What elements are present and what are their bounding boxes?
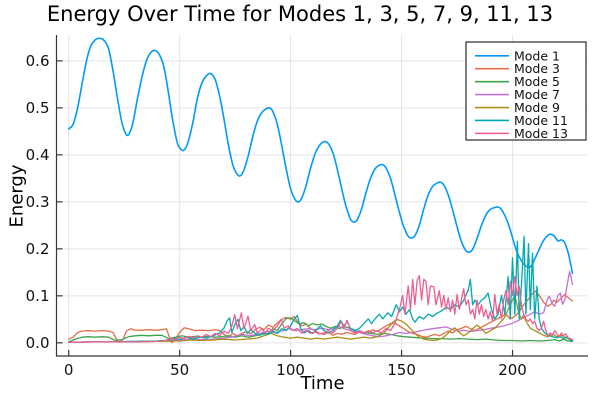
y-tick-label: 0.1 xyxy=(26,287,50,305)
series-mode-11 xyxy=(68,235,574,344)
x-tick-label: 50 xyxy=(170,361,189,379)
legend-entry-label: Mode 13 xyxy=(514,126,568,141)
y-tick-label: 0.4 xyxy=(26,146,50,164)
x-axis-label: Time xyxy=(300,373,345,394)
series-mode-9 xyxy=(68,294,574,344)
x-tick-label: 150 xyxy=(387,361,416,379)
legend-entry-label: Mode 5 xyxy=(514,74,560,89)
y-tick-label: 0.3 xyxy=(26,193,50,211)
legend-entry-label: Mode 3 xyxy=(514,61,560,76)
series-lines xyxy=(67,37,574,344)
y-tick-label: 0.2 xyxy=(26,240,50,258)
legend-box xyxy=(465,41,587,141)
legend-entry-label: Mode 7 xyxy=(514,87,560,102)
series-mode-7 xyxy=(68,270,574,344)
legend-entry-label: Mode 11 xyxy=(514,113,568,128)
series-mode-3 xyxy=(68,290,574,344)
y-tick-label: 0.0 xyxy=(26,334,50,352)
series-mode-1 xyxy=(67,37,574,275)
tick-labels: 0 50 100 150 200 0.0 0.1 0.2 0.3 0.4 0.5 0.6 xyxy=(26,52,527,379)
gridlines xyxy=(56,35,588,356)
chart-title: Energy Over Time for Modes 1, 3, 5, 7, 9… xyxy=(46,2,554,26)
x-tick-label: 100 xyxy=(276,361,305,379)
y-axis-label: Energy xyxy=(6,164,28,228)
legend-entry-label: Mode 9 xyxy=(514,100,560,115)
series-mode-13 xyxy=(68,274,574,344)
x-tick-label: 200 xyxy=(498,361,527,379)
x-tick-label: 0 xyxy=(64,361,74,379)
series-mode-5 xyxy=(68,317,574,343)
legend-entry-label: Mode 1 xyxy=(514,48,560,63)
y-tick-label: 0.6 xyxy=(26,52,50,70)
axes xyxy=(55,35,588,357)
y-tick-label: 0.5 xyxy=(26,99,50,117)
